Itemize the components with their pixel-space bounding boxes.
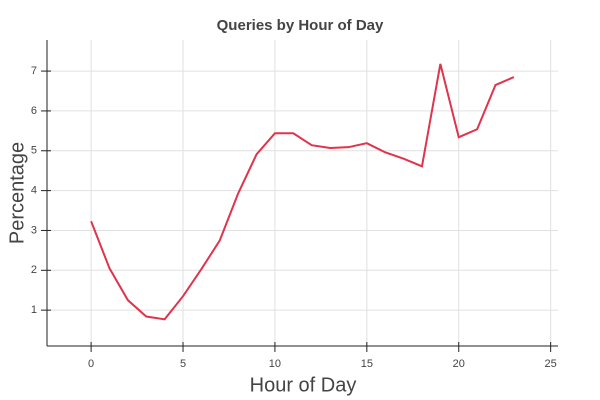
y-tick-label: 5 (31, 145, 37, 157)
x-tick-label: 5 (180, 358, 186, 370)
chart-title: Queries by Hour of Day (217, 17, 384, 34)
y-tick-label: 4 (31, 185, 37, 197)
x-tick-label: 15 (361, 358, 373, 370)
y-tick-label: 7 (31, 65, 37, 77)
y-axis-label: Percentage (6, 142, 28, 244)
data-line (90, 63, 515, 321)
y-tick-label: 2 (31, 264, 37, 276)
x-tick-label: 25 (545, 358, 557, 370)
x-tick-label: 0 (88, 358, 94, 370)
x-tick-label: 10 (269, 358, 281, 370)
y-tick-label: 6 (31, 105, 37, 117)
y-tick-label: 3 (31, 224, 37, 236)
y-tick-label: 1 (31, 304, 37, 316)
x-axis-label: Hour of Day (250, 374, 357, 396)
x-tick-label: 20 (453, 358, 465, 370)
